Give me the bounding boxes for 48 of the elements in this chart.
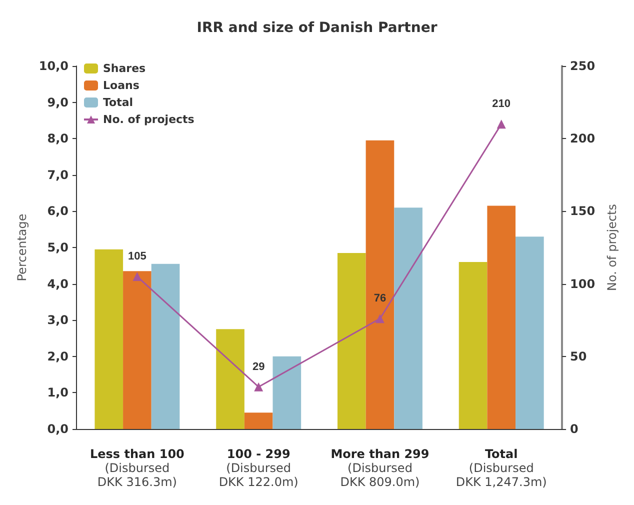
bar: [394, 208, 422, 429]
bar: [94, 249, 124, 429]
bar: [487, 206, 516, 429]
point: [375, 314, 384, 324]
bar: [216, 329, 244, 429]
y-tick-label: 3,0: [47, 313, 69, 328]
legend-label: No. of projects: [103, 113, 195, 126]
y2-tick-label: 100: [570, 276, 596, 291]
y-axis-title: Percentage: [15, 214, 29, 282]
legend-label: Loans: [103, 79, 140, 92]
data-label: 76: [374, 292, 386, 305]
bar: [272, 356, 302, 429]
x-tick-label: More than 299 (Disbursed DKK 809.0m): [330, 447, 430, 489]
x-tick-label: Total (Disbursed DKK 1,247.3m): [456, 447, 547, 489]
bar: [151, 264, 180, 429]
y2-tick-label: 150: [570, 204, 596, 218]
data-label: 105: [128, 250, 146, 263]
y-tick-label: 8,0: [47, 132, 69, 146]
y2-tick-label: 0: [570, 422, 578, 436]
bar: [366, 140, 394, 429]
bar: [337, 252, 366, 429]
y-tick-label: 7,0: [47, 168, 69, 182]
y-tick-label: 2,0: [47, 349, 69, 364]
x-tick-label: 100 - 299 (Disbursed DKK 122.0m): [218, 447, 298, 489]
y-tick-label: 10,0: [38, 59, 69, 73]
y2-tick-label: 200: [570, 132, 596, 146]
bar: [123, 271, 152, 429]
y2-tick-label: 50: [570, 349, 587, 364]
data-label: 210: [492, 98, 511, 110]
point: [254, 382, 264, 392]
y-tick-label: 0,0: [47, 422, 69, 436]
y2-axis-title: No. of projects: [605, 204, 619, 292]
y-tick-label: 1,0: [47, 386, 69, 400]
chart-title: IRR and size of Danish Partner: [196, 20, 438, 36]
legend-label: Total: [103, 96, 134, 109]
point: [132, 272, 142, 282]
bar: [516, 236, 544, 429]
data-label: 29: [252, 360, 265, 373]
bar: [458, 262, 488, 429]
bar: [244, 412, 273, 429]
y-tick-label: 9,0: [47, 95, 69, 110]
x-tick-label: Less than 100 (Disbursed DKK 316.3m): [90, 447, 184, 489]
point: [496, 120, 506, 129]
y-tick-label: 6,0: [47, 204, 69, 218]
y-tick-label: 5,0: [47, 240, 69, 254]
y-tick-label: 4,0: [47, 276, 69, 291]
y2-tick-label: 250: [570, 59, 596, 73]
legend-label: Shares: [103, 62, 146, 75]
